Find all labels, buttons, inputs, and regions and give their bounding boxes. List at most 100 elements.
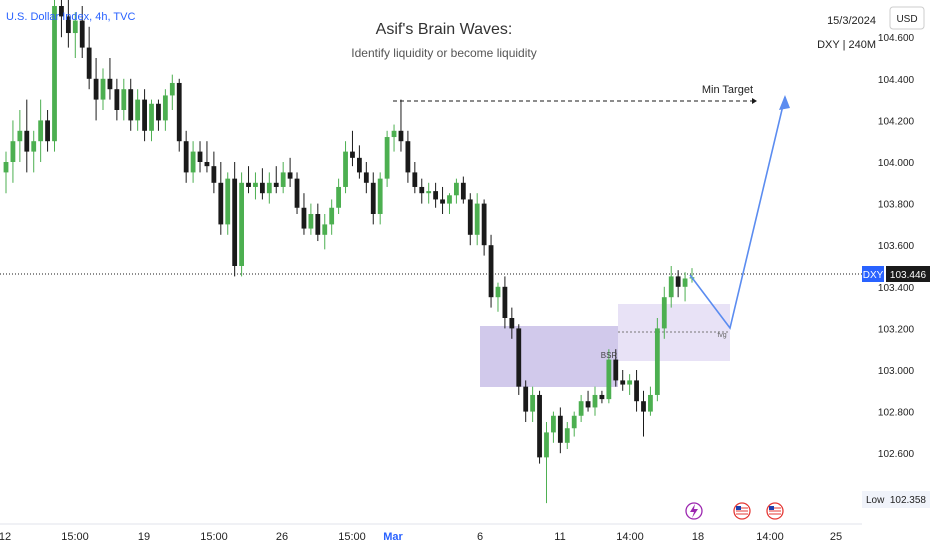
price-tick-label: 104.200 xyxy=(878,116,915,127)
time-tick-label: 26 xyxy=(276,531,288,543)
candle-body xyxy=(287,172,293,179)
candle-body xyxy=(363,172,369,183)
price-tag-value-bg xyxy=(886,266,930,282)
candle-body xyxy=(336,186,342,208)
candle-body xyxy=(246,182,251,187)
candle-body xyxy=(682,278,688,287)
candle-body xyxy=(661,297,667,329)
candle-body xyxy=(259,182,265,194)
candle-body xyxy=(481,203,487,246)
projection-arrowhead xyxy=(779,95,790,110)
candle-body xyxy=(391,130,397,138)
candle-body xyxy=(86,47,92,79)
fvg-label: fvg xyxy=(717,332,726,339)
candle-body xyxy=(239,182,244,266)
price-tick-label: 103.400 xyxy=(878,283,915,294)
candle-body xyxy=(218,182,224,225)
time-axis[interactable]: 12 15:00 19 15:00 26 15:00 Mar 6 11 14:00 18 14:00 2… xyxy=(0,531,842,543)
time-tick-label: 19 xyxy=(138,531,150,543)
candle-body xyxy=(79,20,85,48)
us-flag-event-icon[interactable] xyxy=(733,502,751,520)
price-tag-symbol-bg xyxy=(862,266,884,282)
candle-body xyxy=(3,162,9,173)
candle-body xyxy=(377,178,383,214)
candle-body xyxy=(412,172,418,187)
low-tag-label: Low xyxy=(866,495,885,506)
candle-body xyxy=(384,137,390,179)
price-tick-label: 102.600 xyxy=(878,449,915,460)
time-tick-label: Mar xyxy=(383,531,403,543)
candle-body xyxy=(454,182,459,196)
symbol-label: U.S. Dollar Index, 4h, TVC xyxy=(6,11,135,23)
candle-body xyxy=(654,328,660,395)
candle-body xyxy=(280,172,286,187)
candle-body xyxy=(433,191,439,200)
price-tag-value: 103.446 xyxy=(890,270,927,281)
price-tick-label: 103.800 xyxy=(878,200,915,211)
time-tick-label: 14:00 xyxy=(616,531,644,543)
low-tag-value: 102.358 xyxy=(890,495,927,506)
candle-body xyxy=(398,130,404,142)
candle-body xyxy=(426,191,432,194)
candle-body xyxy=(488,245,494,298)
candle-body xyxy=(225,178,231,225)
candle-body xyxy=(668,276,674,298)
candle-body xyxy=(557,415,563,443)
candle-body xyxy=(142,99,147,131)
chart-title: Asif's Brain Waves: xyxy=(376,21,513,38)
price-tick-label: 104.400 xyxy=(878,75,915,86)
candle-body xyxy=(301,207,307,229)
time-tick-label: 15:00 xyxy=(200,531,228,543)
candle-body xyxy=(45,120,50,142)
candle-body xyxy=(121,89,127,110)
candle-body xyxy=(59,6,64,17)
candle-body xyxy=(530,394,536,412)
date-label: 15/3/2024 xyxy=(827,15,876,27)
candle-body xyxy=(634,380,639,402)
candle-body xyxy=(606,359,612,400)
price-tick-label: 103.600 xyxy=(878,241,915,252)
candle-body xyxy=(599,394,605,400)
candle-body xyxy=(169,82,175,96)
candle-body xyxy=(17,130,23,142)
candle-body xyxy=(114,89,120,110)
candle-body xyxy=(419,186,425,194)
bsr-label: BSR xyxy=(601,351,618,360)
projection-path xyxy=(689,96,786,330)
candle-body xyxy=(10,141,16,162)
candle-body xyxy=(100,78,106,100)
candle-body xyxy=(613,359,619,381)
time-tick-label: 11 xyxy=(554,531,565,543)
candle-body xyxy=(578,401,584,416)
candle-body xyxy=(308,214,314,229)
candle-body xyxy=(592,394,598,408)
candle-body xyxy=(232,178,238,266)
us-flag-event-icon[interactable] xyxy=(766,502,784,520)
candle-body xyxy=(474,203,480,235)
candle-body xyxy=(322,224,328,235)
candle-body xyxy=(266,182,272,194)
candle-body xyxy=(447,195,452,204)
candle-body xyxy=(107,78,113,90)
candle-body xyxy=(460,182,466,200)
candle-body xyxy=(329,207,335,225)
time-tick-label: 6 xyxy=(477,531,483,543)
time-tick-label: 15:00 xyxy=(338,531,366,543)
candle-body xyxy=(93,78,99,100)
candle-body xyxy=(162,95,168,121)
candle-body xyxy=(405,141,411,173)
candle-body xyxy=(253,182,258,187)
candle-body xyxy=(356,157,362,173)
currency-button[interactable] xyxy=(889,6,925,30)
lightning-icon[interactable] xyxy=(685,502,703,520)
candle-body xyxy=(350,151,355,158)
candle-body xyxy=(509,318,515,329)
candle-body xyxy=(149,103,154,131)
time-tick-label: 14:00 xyxy=(756,531,784,543)
candle-body xyxy=(38,120,44,142)
candle-body xyxy=(648,394,653,412)
candle-body xyxy=(564,428,570,443)
price-tick-label: 103.200 xyxy=(878,324,915,335)
